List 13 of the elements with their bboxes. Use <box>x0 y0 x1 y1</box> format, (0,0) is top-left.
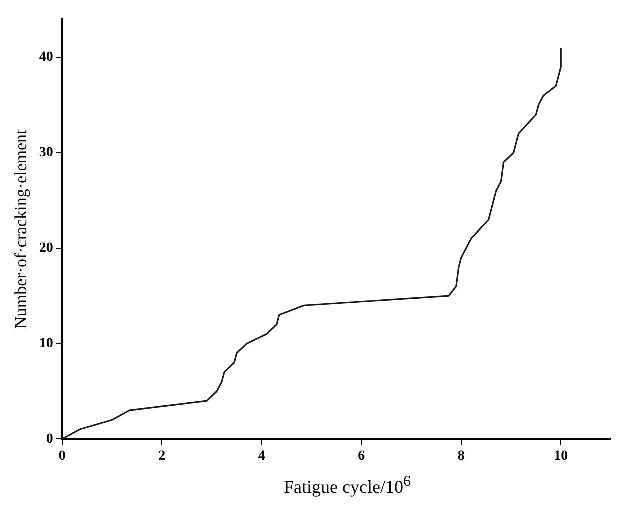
x-tick-label: 0 <box>58 449 66 464</box>
x-tick-label: 2 <box>158 449 166 464</box>
y-tick-label: 0 <box>46 432 54 447</box>
y-tick-label: 40 <box>39 50 54 66</box>
y-tick-label: 20 <box>39 240 54 256</box>
y-axis-title: Number·of·cracking·element <box>12 129 31 329</box>
x-tick-label: 10 <box>554 449 568 464</box>
x-axis-title: Fatigue cycle/10$^{6}$ <box>283 474 412 498</box>
x-tick-label: 4 <box>258 449 266 464</box>
x-tick-label: 6 <box>358 449 366 464</box>
y-tick-label: 10 <box>39 336 54 352</box>
x-tick-label: 8 <box>458 449 465 464</box>
y-tick-label: 30 <box>39 146 54 161</box>
